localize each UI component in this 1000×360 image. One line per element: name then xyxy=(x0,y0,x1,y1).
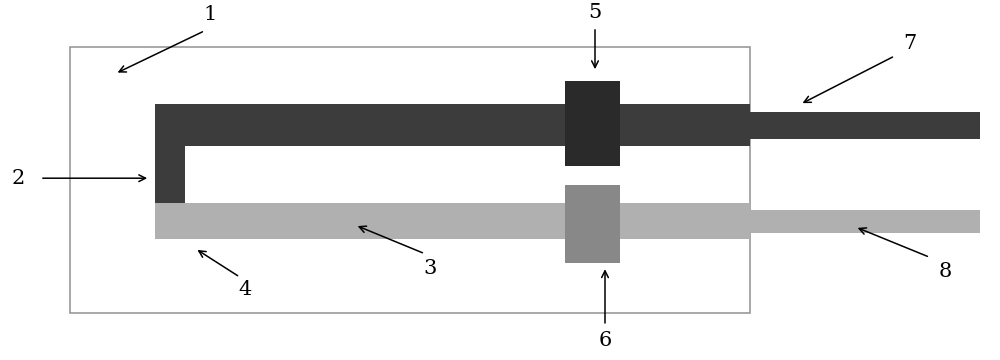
Bar xyxy=(155,203,185,239)
Bar xyxy=(750,210,980,233)
Text: 2: 2 xyxy=(12,169,25,188)
Bar xyxy=(565,185,620,263)
Text: 1: 1 xyxy=(203,5,217,24)
Bar xyxy=(155,104,185,239)
Bar xyxy=(70,47,750,313)
Text: 3: 3 xyxy=(423,259,437,278)
Text: 8: 8 xyxy=(938,262,952,281)
Text: 4: 4 xyxy=(238,280,252,299)
Bar xyxy=(565,81,620,166)
Bar xyxy=(750,112,980,139)
Bar xyxy=(155,104,750,146)
Bar xyxy=(155,203,750,239)
Text: 6: 6 xyxy=(598,331,612,350)
Text: 7: 7 xyxy=(903,34,917,53)
Text: 5: 5 xyxy=(588,3,602,22)
